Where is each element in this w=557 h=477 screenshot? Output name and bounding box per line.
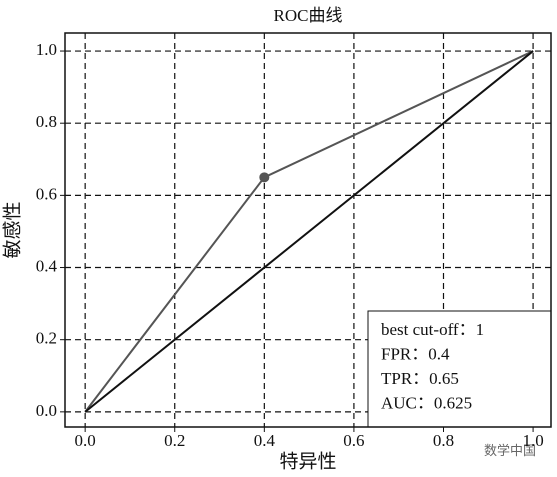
x-tick-label: 1.0 (522, 431, 543, 450)
chart-title: ROC曲线 (274, 6, 343, 25)
x-tick-label: 0.2 (164, 431, 185, 450)
watermark: 数学中国 (484, 443, 536, 458)
y-tick-label: 0.6 (36, 184, 57, 203)
y-tick-label: 0.8 (36, 112, 57, 131)
annotation: best cut-off：1 (381, 320, 484, 339)
annotation-box (367, 310, 552, 428)
y-tick-label: 1.0 (36, 40, 57, 59)
y-axis-label: 敏感性 (1, 201, 23, 258)
x-tick-label: 0.0 (75, 431, 96, 450)
x-tick-label: 0.8 (433, 431, 454, 450)
annotation: FPR：0.4 (381, 344, 450, 363)
x-tick-label: 0.4 (254, 431, 276, 450)
y-tick-label: 0.4 (36, 256, 58, 275)
annotation: AUC：0.625 (381, 393, 472, 412)
x-axis-label: 特异性 (279, 450, 336, 472)
y-tick-label: 0.0 (36, 401, 57, 420)
line (84, 50, 534, 413)
plot-frame (64, 32, 552, 428)
y-tick-label: 0.2 (36, 329, 57, 348)
x-tick-label: 0.6 (343, 431, 364, 450)
annotation: TPR：0.65 (381, 369, 459, 388)
highlight-point (259, 172, 270, 183)
